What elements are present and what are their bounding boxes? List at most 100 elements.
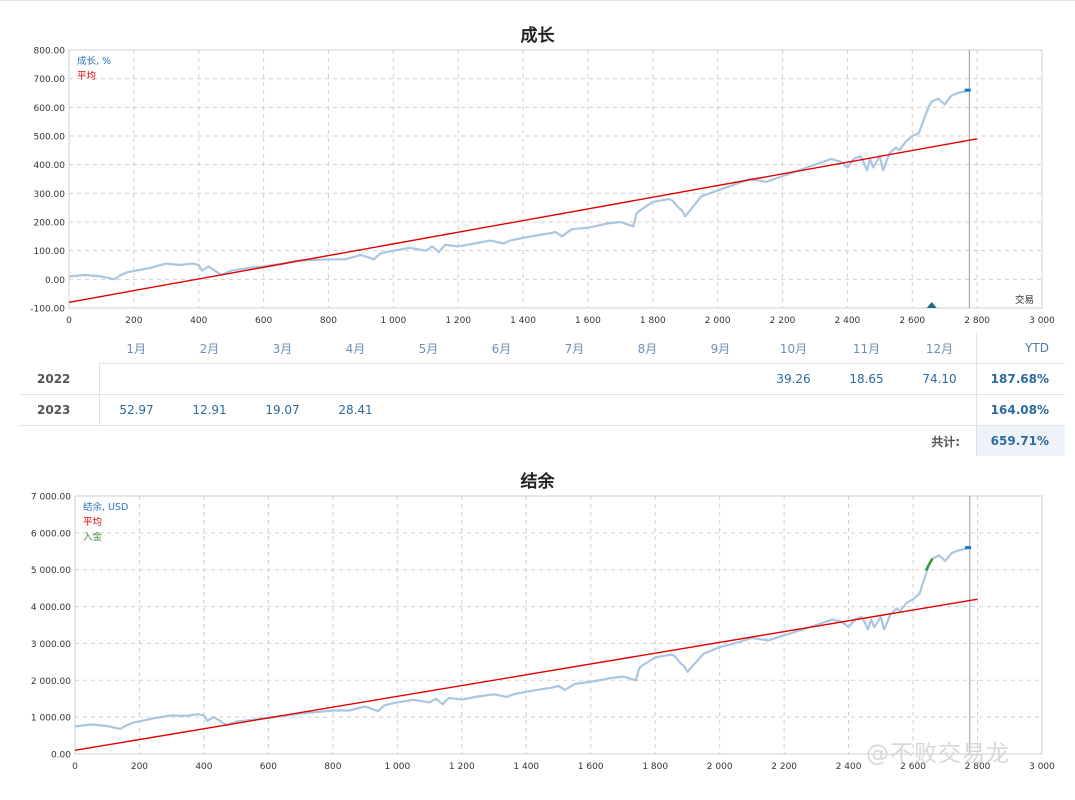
- y-tick-label: 600.00: [34, 104, 66, 114]
- trade-marker-triangle: [926, 302, 937, 308]
- average-line: [74, 598, 978, 752]
- x-tick-label: 2 400: [835, 316, 861, 326]
- month-header: 12月: [903, 333, 977, 364]
- monthly-returns-table: 1月 2月 3月 4月 5月 6月 7月 8月 9月 10月 11月 12月 Y…: [19, 333, 1065, 456]
- month-value: 52.97: [99, 394, 173, 426]
- legend-entry: 平均: [83, 516, 102, 528]
- table-row: 2023 52.97 12.91 19.07 28.41 164.08%: [19, 394, 1065, 426]
- month-value: 74.10: [903, 363, 977, 395]
- x-tick-label: 0: [66, 316, 72, 326]
- month-value: 39.26: [757, 363, 830, 395]
- y-tick-label: 5 000.00: [31, 566, 71, 576]
- ytd-value: 187.68%: [976, 363, 1065, 395]
- ytd-value: 164.08%: [976, 394, 1065, 426]
- x-tick-label: 600: [255, 316, 272, 326]
- watermark: @不败交易龙: [866, 741, 1010, 767]
- y-tick-label: 400.00: [34, 161, 66, 171]
- month-header: 3月: [246, 333, 319, 364]
- series-line: [68, 89, 971, 281]
- month-value: [392, 394, 465, 426]
- total-row: 共计: 659.71%: [19, 425, 1065, 456]
- month-value: [903, 394, 977, 426]
- ytd-header: YTD: [976, 333, 1065, 364]
- year-cell: 2023: [19, 394, 100, 426]
- average-line: [68, 138, 978, 303]
- x-tick-label: 1 000: [384, 762, 410, 772]
- month-header: 5月: [392, 333, 465, 364]
- y-tick-label: 800.00: [34, 47, 66, 57]
- x-tick-label: 1 400: [510, 316, 536, 326]
- x-tick-label: 3 000: [1029, 316, 1055, 326]
- x-tick-label: 2 000: [705, 316, 731, 326]
- x-tick-label: 1 400: [513, 762, 539, 772]
- month-value: [465, 394, 538, 426]
- y-tick-label: 100.00: [34, 247, 66, 257]
- deposit-segment: [924, 558, 934, 572]
- x-tick-label: 1 200: [449, 762, 475, 772]
- legend-entry: 结余, USD: [83, 501, 128, 513]
- month-value: [392, 363, 465, 395]
- y-tick-label: 2 000.00: [31, 677, 71, 687]
- x-tick-label: 2 200: [770, 316, 796, 326]
- total-label: 共计:: [931, 434, 960, 449]
- month-value: 18.65: [830, 363, 903, 395]
- legend-entry: 平均: [77, 70, 96, 82]
- x-tick-label: 1 600: [575, 316, 601, 326]
- total-value: 659.71%: [976, 425, 1065, 456]
- x-tick-label: 400: [190, 316, 207, 326]
- growth-chart-title: 成长: [520, 26, 555, 46]
- month-value: [246, 363, 319, 395]
- y-tick-label: 3 000.00: [31, 640, 71, 650]
- y-tick-label: -100.00: [30, 305, 65, 315]
- y-tick-label: 200.00: [34, 219, 66, 229]
- month-value: 19.07: [246, 394, 319, 426]
- plot-frame: [74, 495, 1043, 755]
- x-tick-label: 800: [324, 762, 341, 772]
- x-tick-label: 2 800: [964, 316, 990, 326]
- series-line: [74, 546, 972, 731]
- balance-chart-title: 结余: [520, 472, 555, 492]
- x-tick-label: 2 600: [899, 316, 925, 326]
- month-value: [538, 363, 611, 395]
- month-value: [465, 363, 538, 395]
- x-tick-label: 400: [195, 762, 212, 772]
- month-value: [538, 394, 611, 426]
- month-header: 7月: [538, 333, 611, 364]
- x-tick-label: 1 600: [578, 762, 604, 772]
- y-tick-label: 1 000.00: [31, 714, 71, 724]
- x-tick-label: 2 400: [836, 762, 862, 772]
- month-header: 10月: [757, 333, 830, 364]
- year-cell: 2022: [19, 363, 100, 395]
- x-axis-label: 交易: [1015, 294, 1034, 306]
- month-value: [684, 363, 757, 395]
- x-tick-label: 2 600: [900, 762, 926, 772]
- month-header: 4月: [319, 333, 392, 364]
- month-header: 2月: [173, 333, 246, 364]
- table-row: 2022 39.26 18.65 74.10 187.68%: [19, 363, 1065, 395]
- month-value: 12.91: [173, 394, 246, 426]
- y-tick-label: 500.00: [34, 133, 66, 143]
- month-header: 9月: [684, 333, 757, 364]
- x-tick-label: 2 800: [965, 762, 991, 772]
- x-tick-label: 0: [72, 762, 78, 772]
- month-header: 6月: [465, 333, 538, 364]
- month-value: [757, 394, 830, 426]
- month-header: 8月: [611, 333, 684, 364]
- legend-entry: 入金: [83, 531, 103, 543]
- x-tick-label: 1 800: [642, 762, 668, 772]
- x-tick-label: 1 200: [445, 316, 471, 326]
- y-tick-label: 4 000.00: [31, 603, 71, 613]
- month-value: [99, 363, 173, 395]
- month-value: [611, 363, 684, 395]
- x-tick-label: 1 000: [380, 316, 406, 326]
- month-value: [319, 363, 392, 395]
- month-value: [611, 394, 684, 426]
- top-divider: [0, 0, 1075, 1]
- y-tick-label: 300.00: [34, 190, 66, 200]
- x-tick-label: 3 000: [1029, 762, 1055, 772]
- x-tick-label: 1 800: [640, 316, 666, 326]
- month-value: [830, 394, 903, 426]
- growth-chart: 800.00 700.00 600.00 500.00 400.00 300.00 200.…: [30, 47, 1055, 327]
- x-tick-label: 800: [320, 316, 337, 326]
